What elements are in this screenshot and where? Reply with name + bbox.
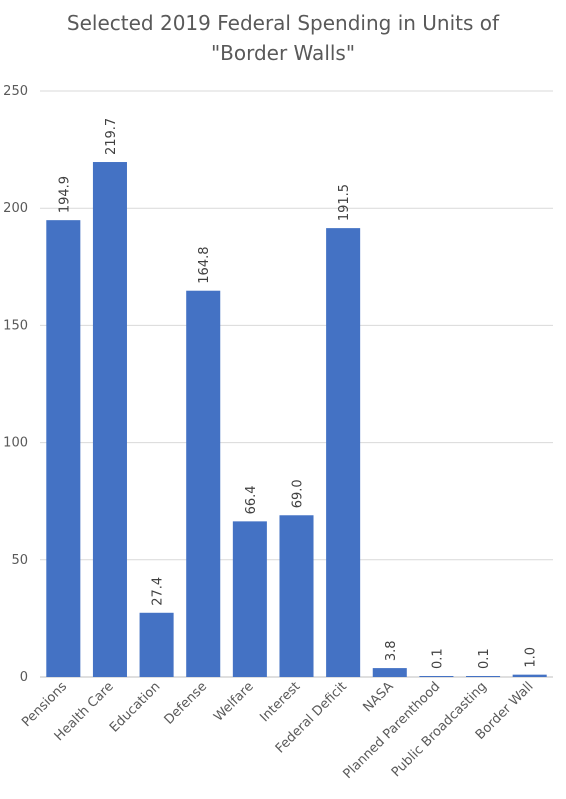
y-tick-label-150: 150: [3, 318, 28, 333]
bar-planned-parenthood: [419, 676, 454, 677]
y-tick-label-0: 0: [20, 670, 28, 685]
x-tick-label-education: Education: [107, 679, 163, 735]
bar-nasa: [372, 668, 407, 677]
bar-interest: [279, 515, 314, 677]
data-label-border-wall: 1.0: [524, 647, 539, 668]
y-tick-label-200: 200: [3, 201, 28, 216]
data-label-education: 27.4: [151, 577, 166, 606]
bar-public-broadcasting: [466, 676, 501, 677]
bar-education: [139, 612, 174, 677]
bar-welfare: [232, 521, 267, 677]
data-label-public-broadcasting: 0.1: [477, 648, 492, 669]
data-label-interest: 69.0: [291, 479, 306, 508]
data-label-planned-parenthood: 0.1: [430, 648, 445, 669]
bar-defense: [186, 290, 221, 677]
data-label-nasa: 3.8: [384, 640, 399, 661]
bar-health-care: [92, 162, 127, 677]
x-tick-label-welfare: Welfare: [211, 679, 256, 724]
bar-pensions: [46, 220, 81, 677]
data-label-pensions: 194.9: [57, 176, 72, 213]
chart-title-line-1: Selected 2019 Federal Spending in Units …: [66, 11, 500, 35]
y-tick-label-250: 250: [3, 84, 28, 99]
bar-federal-deficit: [326, 228, 361, 677]
data-label-welfare: 66.4: [244, 485, 259, 514]
data-label-defense: 164.8: [197, 246, 212, 283]
x-tick-label-nasa: NASA: [361, 679, 397, 715]
data-label-health-care: 219.7: [104, 118, 119, 155]
x-tick-label-interest: Interest: [257, 679, 303, 725]
y-tick-label-100: 100: [3, 436, 28, 451]
x-tick-label-defense: Defense: [162, 679, 211, 728]
bar-border-wall: [512, 674, 547, 677]
data-label-federal-deficit: 191.5: [337, 184, 352, 221]
y-tick-label-50: 50: [11, 553, 28, 568]
chart-title-line-2: "Border Walls": [210, 41, 356, 65]
chart-title: Selected 2019 Federal Spending in Units …: [0, 8, 566, 68]
